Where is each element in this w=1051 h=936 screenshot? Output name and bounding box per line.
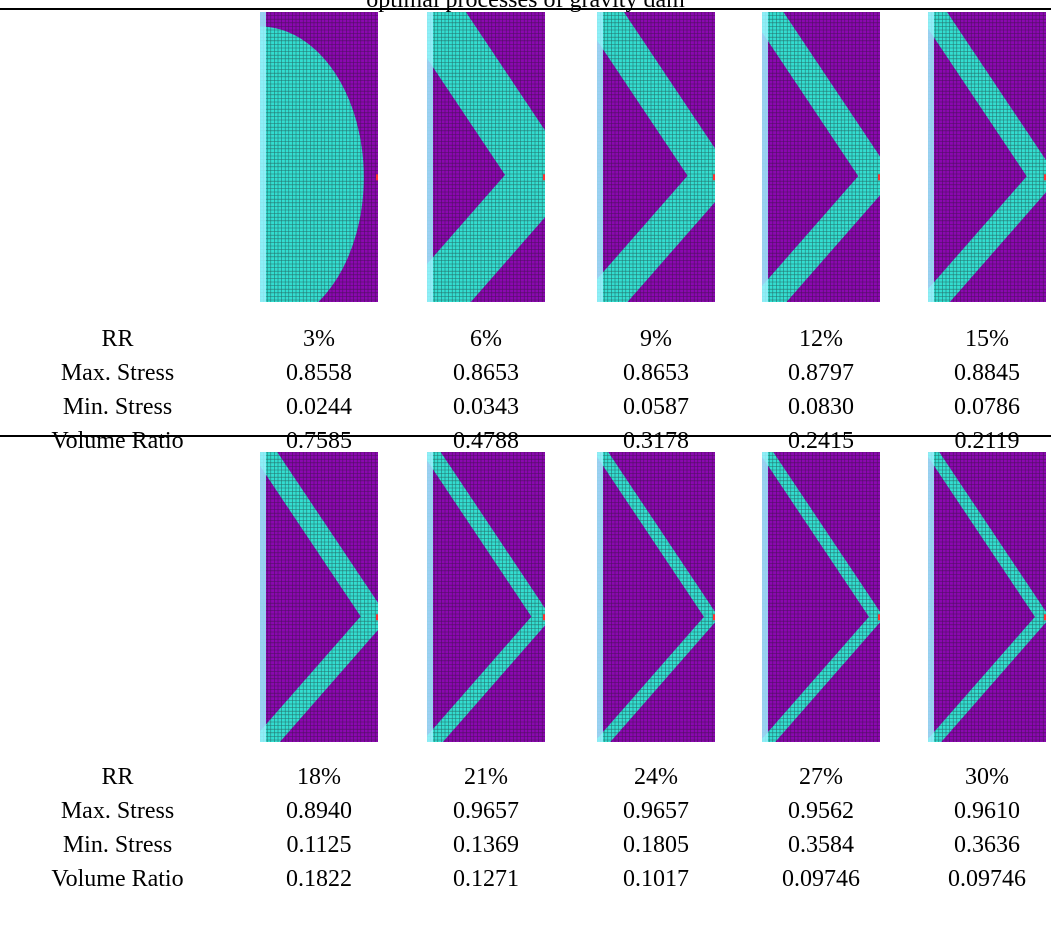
middle-rule bbox=[0, 435, 1051, 437]
table-cell: 0.8653 bbox=[623, 360, 689, 386]
top-rule bbox=[0, 8, 1051, 10]
row-label: Min. Stress bbox=[62, 832, 173, 858]
topology-result-image-9 bbox=[762, 452, 880, 742]
table-cell: 15% bbox=[965, 326, 1009, 352]
table-cell: 0.8845 bbox=[954, 360, 1020, 386]
table-cell: 6% bbox=[470, 326, 502, 352]
table-cell: 0.2415 bbox=[788, 428, 854, 454]
table-cell: 18% bbox=[297, 764, 341, 790]
topology-result-image-2 bbox=[427, 12, 545, 302]
min-stress-row: Min. Stress 0.0244 0.0343 0.0587 0.0830 0.078… bbox=[0, 391, 1051, 423]
row-label: Min. Stress bbox=[62, 394, 173, 420]
table-cell: 0.2119 bbox=[954, 428, 1020, 454]
topology-result-image-4 bbox=[762, 12, 880, 302]
table-cell: 0.3636 bbox=[954, 832, 1020, 858]
volume-ratio-row: Volume Ratio 0.1822 0.1271 0.1017 0.09746 0.0… bbox=[0, 863, 1051, 895]
table-cell: 0.1822 bbox=[286, 866, 352, 892]
table-cell: 0.0786 bbox=[954, 394, 1020, 420]
table-cell: 0.0830 bbox=[788, 394, 854, 420]
min-stress-row: Min. Stress 0.1125 0.1369 0.1805 0.3584 0.363… bbox=[0, 829, 1051, 861]
topology-result-image-7 bbox=[427, 452, 545, 742]
table-cell: 21% bbox=[464, 764, 508, 790]
table-cell: 0.8940 bbox=[286, 798, 352, 824]
table-cell: 0.0343 bbox=[453, 394, 519, 420]
table-cell: 0.1017 bbox=[623, 866, 689, 892]
rr-row: RR 18% 21% 24% 27% 30% bbox=[0, 761, 1051, 793]
row-label: RR bbox=[101, 764, 134, 790]
topology-result-image-6 bbox=[260, 452, 378, 742]
table-cell: 0.8797 bbox=[788, 360, 854, 386]
table-cell: 0.9657 bbox=[623, 798, 689, 824]
table-cell: 12% bbox=[799, 326, 843, 352]
row-label: Max. Stress bbox=[60, 798, 175, 824]
table-cell: 0.8653 bbox=[453, 360, 519, 386]
table-cell: 0.1369 bbox=[453, 832, 519, 858]
table-cell: 0.4788 bbox=[453, 428, 519, 454]
topology-result-image-8 bbox=[597, 452, 715, 742]
table-cell: 0.09746 bbox=[948, 866, 1026, 892]
table-cell: 0.3178 bbox=[623, 428, 689, 454]
table-cell: 24% bbox=[634, 764, 678, 790]
table-cell: 0.3584 bbox=[788, 832, 854, 858]
max-stress-row: Max. Stress 0.8940 0.9657 0.9657 0.9562 0.961… bbox=[0, 795, 1051, 827]
table-cell: 0.9562 bbox=[788, 798, 854, 824]
topology-result-image-5 bbox=[928, 12, 1046, 302]
table-cell: 3% bbox=[303, 326, 335, 352]
table-cell: 0.09746 bbox=[782, 866, 860, 892]
table-cell: 0.1271 bbox=[453, 866, 519, 892]
table-cell: 9% bbox=[640, 326, 672, 352]
topology-result-image-1 bbox=[260, 12, 378, 302]
figure-caption: optimal processes of gravity dam bbox=[366, 0, 685, 13]
row-label: Volume Ratio bbox=[51, 866, 184, 892]
table-cell: 0.9610 bbox=[954, 798, 1020, 824]
row-label: Max. Stress bbox=[60, 360, 175, 386]
volume-ratio-row: Volume Ratio 0.7585 0.4788 0.3178 0.2415 0.21… bbox=[0, 425, 1051, 457]
row-label: Volume Ratio bbox=[51, 428, 184, 454]
table-cell: 0.0244 bbox=[286, 394, 352, 420]
table-cell: 0.8558 bbox=[286, 360, 352, 386]
table-cell: 0.9657 bbox=[453, 798, 519, 824]
topology-result-image-3 bbox=[597, 12, 715, 302]
table-cell: 27% bbox=[799, 764, 843, 790]
max-stress-row: Max. Stress 0.8558 0.8653 0.8653 0.8797 0.884… bbox=[0, 357, 1051, 389]
table-cell: 0.7585 bbox=[286, 428, 352, 454]
table-cell: 0.0587 bbox=[623, 394, 689, 420]
table-cell: 30% bbox=[965, 764, 1009, 790]
rr-row: RR 3% 6% 9% 12% 15% bbox=[0, 323, 1051, 355]
topology-result-image-10 bbox=[928, 452, 1046, 742]
table-cell: 0.1125 bbox=[286, 832, 352, 858]
table-cell: 0.1805 bbox=[623, 832, 689, 858]
row-label: RR bbox=[101, 326, 134, 352]
